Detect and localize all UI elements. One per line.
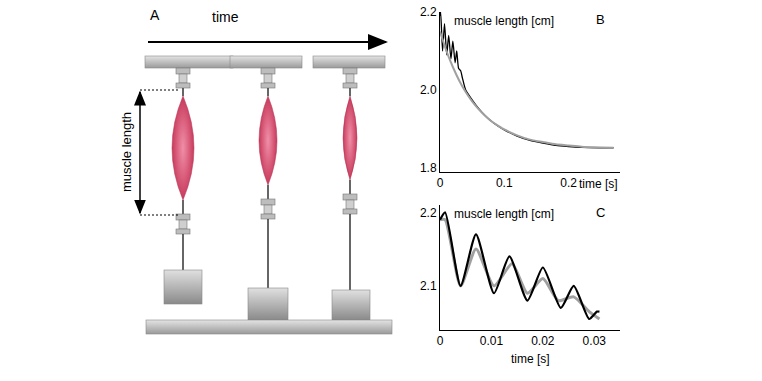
svg-text:2.0: 2.0: [420, 83, 437, 97]
svg-text:time: time: [212, 9, 239, 25]
svg-text:0: 0: [437, 334, 444, 348]
svg-text:B: B: [596, 12, 605, 27]
svg-text:2.2: 2.2: [420, 5, 437, 19]
svg-text:0.02: 0.02: [531, 334, 555, 348]
svg-text:0.1: 0.1: [496, 176, 513, 190]
svg-text:muscle length: muscle length: [119, 112, 134, 192]
svg-text:2.1: 2.1: [420, 279, 437, 293]
svg-text:C: C: [596, 205, 605, 220]
svg-text:0.01: 0.01: [480, 334, 504, 348]
svg-text:muscle length [cm]: muscle length [cm]: [454, 207, 554, 221]
svg-text:time [s]: time [s]: [511, 352, 550, 366]
svg-text:muscle length [cm]: muscle length [cm]: [454, 14, 554, 28]
svg-text:0.03: 0.03: [583, 334, 607, 348]
svg-text:2.2: 2.2: [420, 206, 437, 220]
svg-text:1.8: 1.8: [420, 161, 437, 175]
svg-text:0: 0: [437, 176, 444, 190]
svg-text:time [s]: time [s]: [579, 177, 618, 191]
svg-text:0.2: 0.2: [560, 176, 577, 190]
svg-text:A: A: [150, 7, 160, 23]
